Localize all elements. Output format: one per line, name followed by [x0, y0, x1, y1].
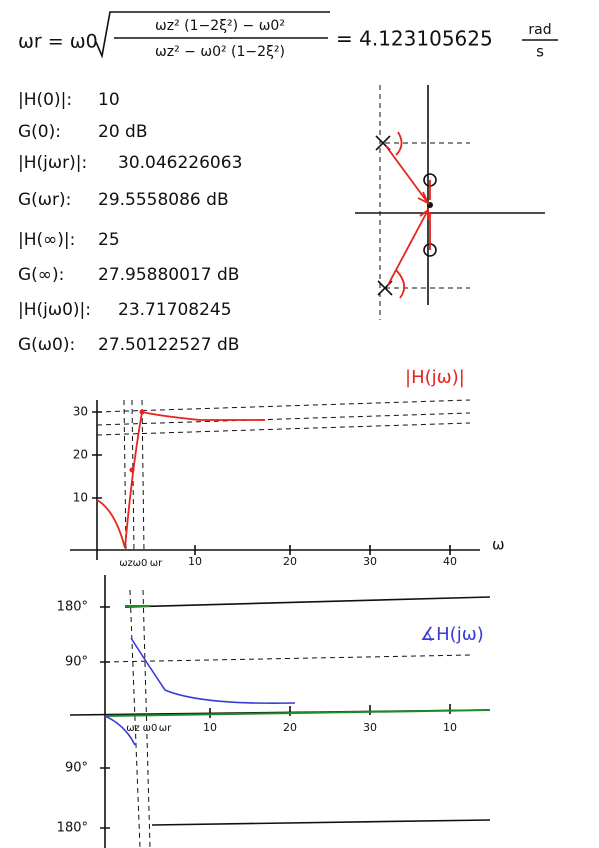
phase-plot [69, 575, 491, 848]
formula-lhs: ωr = ω0 [18, 31, 98, 53]
sqrt-sign [95, 11, 330, 59]
result-label: |H(jω0)|: [18, 300, 91, 320]
magnitude-plot [70, 399, 480, 560]
x-label: 30 [363, 721, 377, 734]
result-label: |H(jωr)|: [18, 153, 87, 173]
unit-top: rad [528, 22, 551, 38]
denominator: ωz² − ω0² (1−2ξ²) [155, 44, 285, 60]
result-label: G(∞): [18, 265, 64, 285]
result-label: |H(∞)|: [18, 230, 75, 250]
pole-zero-plot [355, 85, 545, 320]
y-label: 20 [73, 448, 88, 462]
y-label: 10 [73, 491, 88, 505]
numerator: ωz² (1−2ξ²) − ω0² [155, 18, 285, 34]
y-label: 90° [65, 655, 88, 670]
results: |H(0)|: 10 G(0): 20 dB |H(jωr)|: 30.046226063… [18, 90, 242, 355]
result-label: G(ωr): [18, 190, 71, 210]
y-label: 90° [65, 761, 88, 776]
x-label: 20 [283, 721, 297, 734]
x-label: 10 [443, 721, 457, 734]
magnitude-labels: 30 20 10 10 20 30 40 ωz ω0 ωr ω [73, 405, 505, 570]
marker-label: ωr [159, 723, 172, 734]
result-value: 27.50122527 dB [98, 335, 239, 355]
x-label: 20 [283, 555, 297, 568]
x-label: 30 [363, 555, 377, 568]
result-label: |H(0)|: [18, 90, 72, 110]
marker-label: ω0 [143, 723, 158, 734]
result-value: 20 dB [98, 122, 148, 142]
phase-labels: 180° 90° 90° 180° 10 20 30 10 ωz ω0 ωr [57, 600, 457, 836]
result-label: G(0): [18, 122, 61, 142]
result-value: 23.71708245 [118, 300, 232, 320]
result-value: 25 [98, 230, 120, 250]
marker-label: ωr [150, 558, 163, 569]
result-label: G(ω0): [18, 335, 75, 355]
result-value: 30.046226063 [118, 153, 242, 173]
marker-label: ωz [119, 558, 133, 569]
x-label: 10 [203, 721, 217, 734]
formula-result: = 4.123105625 [336, 27, 493, 51]
formula: ωr = ω0 ωz² (1−2ξ²) − ω0² ωz² − ω0² (1−2… [18, 11, 558, 61]
y-label: 30 [73, 405, 88, 419]
magnitude-title: |H(jω)| [405, 367, 465, 388]
result-value: 10 [98, 90, 120, 110]
x-label: 40 [443, 555, 457, 568]
marker-label: ω0 [133, 558, 148, 569]
y-label: 180° [57, 600, 88, 615]
result-value: 29.5558086 dB [98, 190, 229, 210]
y-label: 180° [57, 821, 88, 836]
phase-title: ∡H(jω) [420, 624, 484, 645]
marker-label: ωz [126, 723, 140, 734]
x-label: 10 [188, 555, 202, 568]
unit-bottom: s [536, 43, 544, 61]
result-value: 27.95880017 dB [98, 265, 239, 285]
axis-label: ω [492, 536, 505, 554]
